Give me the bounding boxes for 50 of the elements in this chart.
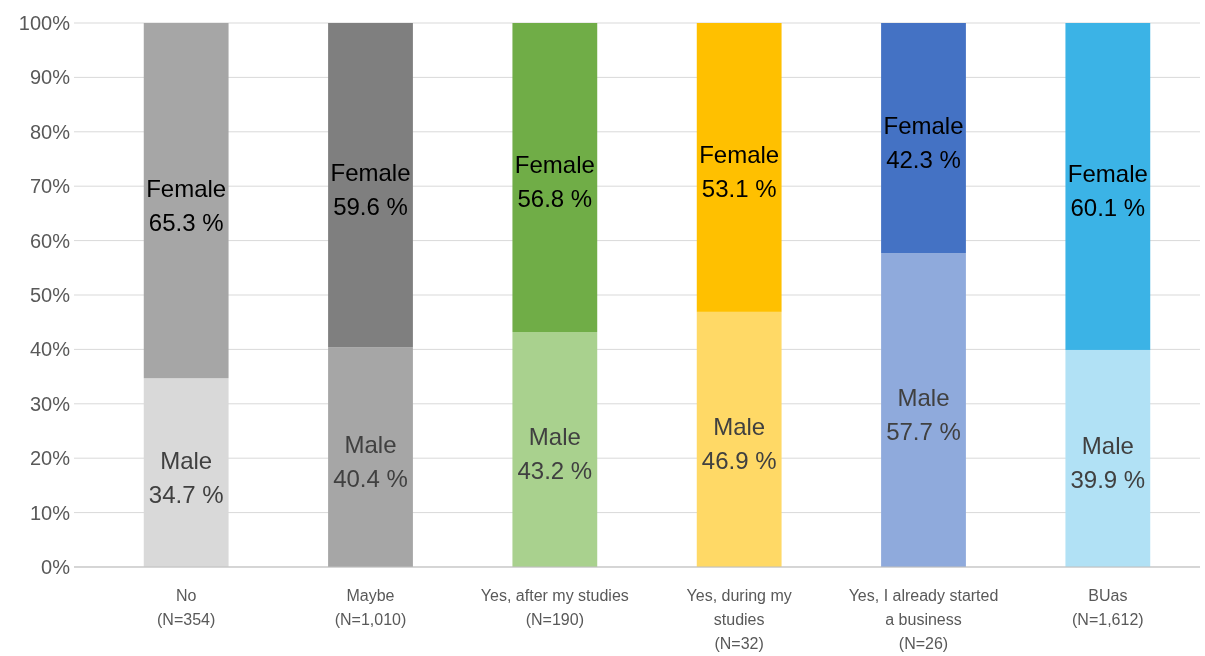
data-label: 42.3 % bbox=[886, 146, 961, 174]
y-tick-label: 40% bbox=[29, 338, 71, 361]
bar bbox=[512, 331, 598, 567]
data-label: 53.1 % bbox=[701, 175, 777, 203]
data-label: 56.8 % bbox=[517, 185, 593, 213]
data-label: 65.3 % bbox=[148, 208, 224, 236]
y-tick-label: 90% bbox=[29, 66, 71, 89]
data-label: 60.1 % bbox=[1070, 194, 1146, 222]
series-label: Female bbox=[1067, 160, 1148, 188]
bar bbox=[512, 23, 598, 332]
text: Female bbox=[514, 151, 595, 179]
bar bbox=[1065, 23, 1151, 350]
y-tick-label: 60% bbox=[29, 229, 71, 252]
y-tick-label: 30% bbox=[29, 392, 71, 415]
bar bbox=[696, 23, 782, 312]
data-label: 40.4 % bbox=[333, 465, 408, 493]
bar bbox=[328, 23, 413, 348]
bar bbox=[696, 311, 782, 567]
text: Male bbox=[528, 423, 581, 451]
text: Male bbox=[713, 413, 766, 441]
data-label: 34.7 % bbox=[148, 480, 224, 508]
x-tick-label: BUas (N=1,612) bbox=[1072, 587, 1144, 628]
data-label: 57.7 % bbox=[886, 418, 961, 446]
y-tick-label: 80% bbox=[29, 120, 71, 143]
y-tick-label: 70% bbox=[29, 175, 71, 198]
text: Female bbox=[330, 159, 411, 187]
x-tick-label: Yes, during my studies (N=32) bbox=[686, 587, 792, 652]
data-label: 43.2 % bbox=[517, 457, 593, 485]
y-tick-label: 20% bbox=[29, 447, 71, 470]
x-tick-label: Yes, I already started a business (N=26) bbox=[848, 587, 999, 652]
text: Male bbox=[897, 384, 950, 412]
data-label: 46.9 % bbox=[701, 447, 777, 475]
x-tick-label: No (N=354) bbox=[157, 587, 216, 628]
text: Male bbox=[160, 446, 213, 474]
y-tick-label: 100% bbox=[18, 12, 71, 34]
bar bbox=[881, 23, 966, 254]
x-tick-label: Yes, after my studies (N=190) bbox=[480, 587, 629, 628]
data-label: 59.6 % bbox=[333, 193, 408, 221]
text: Female bbox=[883, 112, 964, 140]
y-tick-label: 0% bbox=[41, 556, 71, 578]
y-tick-label: 50% bbox=[29, 284, 71, 306]
bar bbox=[1065, 349, 1151, 567]
text: Male bbox=[344, 431, 397, 459]
series-label: Male bbox=[1081, 432, 1134, 460]
text: Female bbox=[146, 174, 227, 202]
text: Female bbox=[699, 141, 780, 169]
bar bbox=[881, 253, 966, 567]
y-tick-label: 10% bbox=[29, 501, 71, 524]
data-label: 39.9 % bbox=[1070, 466, 1146, 494]
x-tick-label: Maybe (N=1,010) bbox=[334, 587, 407, 628]
